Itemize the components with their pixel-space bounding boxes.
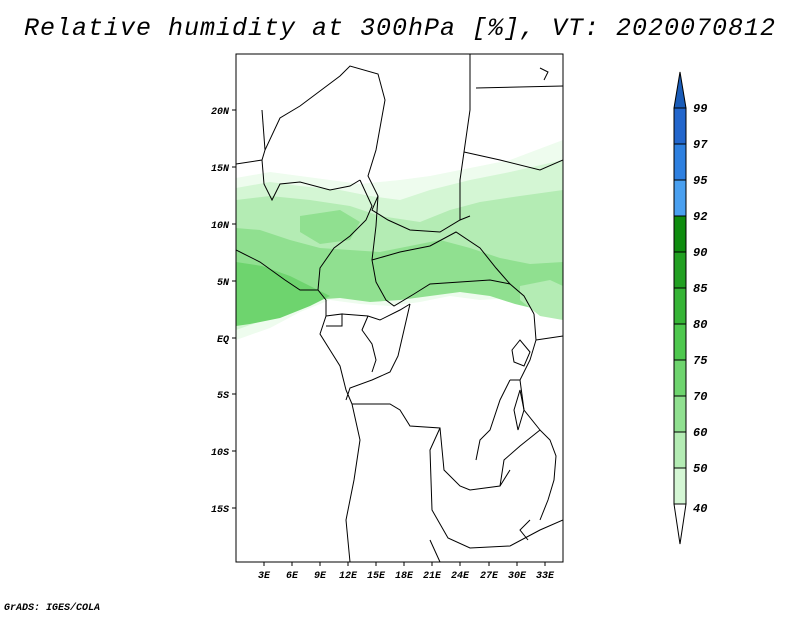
lat-tick-label: EQ bbox=[217, 335, 229, 346]
map-frame bbox=[235, 53, 564, 563]
country-borders bbox=[236, 54, 563, 562]
colorbar-label: 60 bbox=[693, 426, 707, 440]
colorbar-label: 92 bbox=[693, 210, 707, 224]
lon-tick-label: 24E bbox=[451, 571, 470, 582]
colorbar-segment bbox=[673, 431, 687, 469]
colorbar-bottom-triangle bbox=[673, 503, 687, 545]
credit-footer: GrADS: IGES/COLA bbox=[4, 603, 101, 614]
lat-tick-label: 5S bbox=[217, 391, 229, 402]
lat-tick-label: 15S bbox=[211, 505, 229, 516]
colorbar-segment bbox=[673, 323, 687, 361]
colorbar-label: 85 bbox=[693, 282, 708, 296]
colorbar bbox=[673, 71, 687, 545]
lat-tick-label: 20N bbox=[211, 107, 230, 118]
colorbar-segment bbox=[673, 467, 687, 505]
colorbar-label: 99 bbox=[693, 102, 707, 116]
lon-tick-label: 3E bbox=[258, 571, 271, 582]
colorbar-label: 75 bbox=[693, 354, 708, 368]
lon-tick-label: 33E bbox=[536, 571, 555, 582]
colorbar-top-triangle bbox=[673, 71, 687, 109]
lon-tick-label: 30E bbox=[508, 571, 527, 582]
colorbar-label: 90 bbox=[693, 246, 707, 260]
colorbar-segment bbox=[673, 179, 687, 217]
colorbar-label: 95 bbox=[693, 174, 708, 188]
colorbar-label: 40 bbox=[693, 502, 707, 516]
lat-tick-label: 10S bbox=[211, 448, 229, 459]
colorbar-segment bbox=[673, 359, 687, 397]
lon-tick-label: 9E bbox=[314, 571, 327, 582]
colorbar-segment bbox=[673, 143, 687, 181]
map-title: Relative humidity at 300hPa [%], VT: 202… bbox=[23, 14, 777, 43]
colorbar-label: 50 bbox=[693, 462, 707, 476]
colorbar-label: 70 bbox=[693, 390, 707, 404]
colorbar-label: 80 bbox=[693, 318, 707, 332]
lat-tick-label: 15N bbox=[211, 164, 230, 175]
colorbar-segment bbox=[673, 107, 687, 145]
lon-tick-label: 18E bbox=[395, 571, 414, 582]
lon-tick-label: 12E bbox=[339, 571, 358, 582]
colorbar-segment bbox=[673, 251, 687, 289]
lon-tick-label: 6E bbox=[286, 571, 299, 582]
axis-ticks bbox=[232, 109, 546, 566]
colorbar-label: 97 bbox=[693, 138, 708, 152]
colorbar-segment bbox=[673, 287, 687, 325]
lon-tick-label: 15E bbox=[367, 571, 386, 582]
lat-tick-label: 5N bbox=[217, 278, 230, 289]
colorbar-segment bbox=[673, 395, 687, 433]
lon-tick-label: 27E bbox=[480, 571, 499, 582]
lat-tick-label: 10N bbox=[211, 221, 230, 232]
lon-tick-label: 21E bbox=[423, 571, 442, 582]
colorbar-segment bbox=[673, 215, 687, 253]
